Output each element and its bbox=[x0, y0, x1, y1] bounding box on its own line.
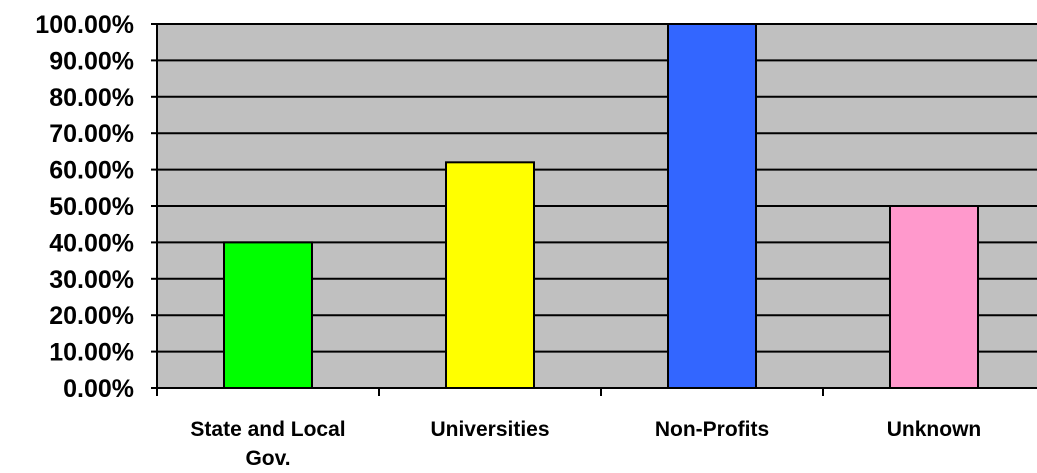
x-axis-category-label: Universities bbox=[430, 418, 549, 441]
bars bbox=[223, 23, 979, 389]
x-axis-category-label: Non-Profits bbox=[655, 418, 769, 441]
y-axis-tick-label: 40.00% bbox=[49, 229, 134, 257]
x-axis-category-labels: State and Local Gov. Universities Non-Profi… bbox=[190, 418, 981, 470]
y-axis-tick-label: 0.00% bbox=[63, 375, 134, 403]
x-axis-category-label: Unknown bbox=[887, 418, 982, 441]
x-axis-category-label: State and Local bbox=[190, 418, 345, 441]
y-axis-tick-labels: 0.00% 10.00% 20.00% 30.00% 40.00% 50.00% 60.00… bbox=[35, 11, 134, 403]
bar-non-profits bbox=[667, 23, 757, 389]
y-axis-tick-label: 10.00% bbox=[49, 339, 134, 367]
bar-unknown bbox=[889, 205, 979, 389]
bar-state-and-local-gov bbox=[223, 241, 313, 389]
y-axis-tick-label: 60.00% bbox=[49, 157, 134, 185]
y-axis-tick-label: 50.00% bbox=[49, 193, 134, 221]
x-axis-category-label: Gov. bbox=[245, 447, 290, 470]
y-axis-tick-label: 90.00% bbox=[49, 47, 134, 75]
bar-universities bbox=[445, 161, 535, 389]
axes bbox=[151, 23, 1037, 396]
y-axis-tick-label: 30.00% bbox=[49, 266, 134, 294]
y-axis-tick-label: 80.00% bbox=[49, 84, 134, 112]
y-axis-tick-label: 100.00% bbox=[35, 11, 134, 39]
y-axis-tick-label: 70.00% bbox=[49, 120, 134, 148]
y-axis-tick-label: 20.00% bbox=[49, 302, 134, 330]
